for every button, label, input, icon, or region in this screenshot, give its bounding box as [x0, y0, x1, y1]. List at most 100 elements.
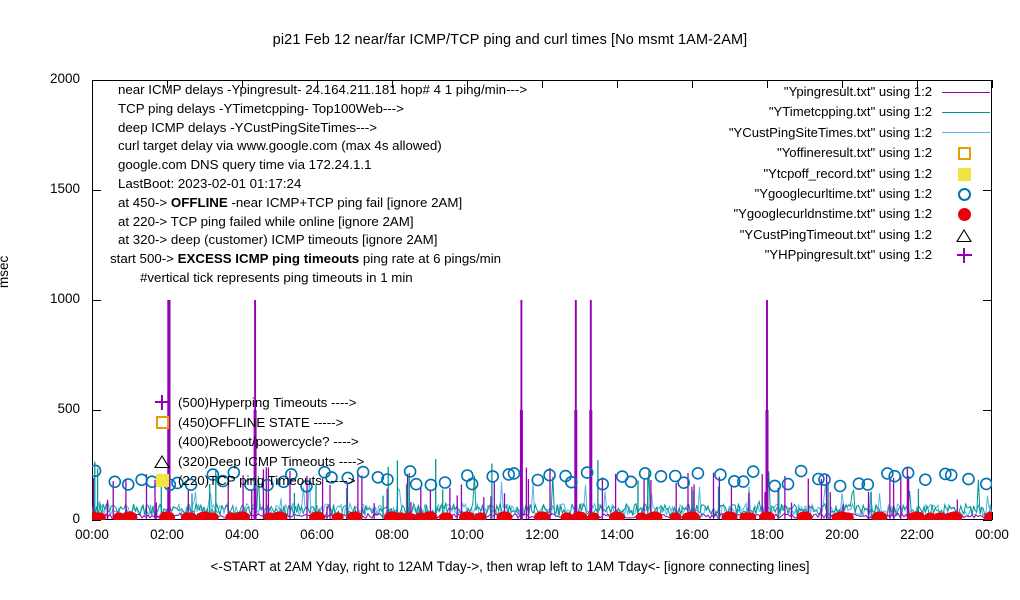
threshold-legend-item: (400)Reboot/powercycle? ---->	[152, 432, 364, 452]
y-tick	[983, 410, 992, 411]
annotation-line: #vertical tick represents ping timeouts …	[140, 269, 413, 285]
x-tick	[767, 80, 768, 88]
annotation-line: start 500-> EXCESS ICMP ping timeouts pi…	[110, 251, 502, 267]
y-tick	[983, 520, 992, 521]
threshold-legend-item: (500)Hyperping Timeouts ---->	[152, 393, 364, 413]
x-tick	[467, 80, 468, 88]
legend-label: "YCustPingTimeout.txt" using 1:2	[739, 226, 932, 242]
y-tick	[983, 300, 992, 301]
legend-label: "YCustPingSiteTimes.txt" using 1:2	[728, 124, 932, 140]
annotation-line: LastBoot: 2023-02-01 01:17:24	[118, 175, 302, 191]
x-tick	[392, 80, 393, 88]
x-tick-label: 08:00	[375, 527, 409, 542]
x-tick	[467, 512, 468, 520]
legend-item: "Ytcpoff_record.txt" using 1:2	[729, 164, 992, 184]
legend-symbol-line	[940, 82, 992, 102]
x-tick	[317, 512, 318, 520]
y-tick	[92, 80, 101, 81]
annotation-line: at 220-> TCP ping failed while online [i…	[118, 213, 414, 229]
annotation-line: TCP ping delays -YTimetcpping- Top100Web…	[118, 100, 404, 116]
threshold-legend-item: (320)Deep ICMP Timeouts ---->	[152, 452, 364, 472]
legend-label: "YTimetcpping.txt" using 1:2	[768, 104, 932, 120]
legend-symbol-open-triangle	[940, 225, 992, 245]
threshold-legend-item: (220)TCP ping Timeouts ----->	[152, 471, 364, 491]
x-tick-label: 22:00	[900, 527, 934, 542]
legend-symbol-plus	[152, 393, 178, 413]
annotation-notes: near ICMP delays -Ypingresult- 24.164.21…	[110, 81, 527, 288]
x-tick-label: 14:00	[600, 527, 634, 542]
x-tick-label: 20:00	[825, 527, 859, 542]
threshold-legend-label: (450)OFFLINE STATE ----->	[178, 414, 344, 430]
legend-label: "YHPpingresult.txt" using 1:2	[764, 247, 932, 263]
legend-symbol-open-square	[940, 143, 992, 163]
legend-symbol-plus	[940, 245, 992, 265]
threshold-legend-label: (220)TCP ping Timeouts ----->	[178, 473, 356, 489]
legend-item: "Ygooglecurldnstime.txt" using 1:2	[729, 204, 992, 224]
legend-label: "Ygooglecurldnstime.txt" using 1:2	[733, 206, 932, 222]
y-tick-label: 1000	[49, 291, 80, 306]
x-tick	[917, 80, 918, 88]
legend-label: "Ypingresult.txt" using 1:2	[783, 84, 932, 99]
y-tick	[92, 190, 101, 191]
x-tick	[167, 80, 168, 88]
legend-symbol-none	[152, 432, 178, 452]
legend-symbol-filled-square	[940, 164, 992, 184]
legend-symbol-line	[940, 102, 992, 122]
x-tick	[842, 512, 843, 520]
x-tick	[767, 512, 768, 520]
legend-item: "Ygooglecurltime.txt" using 1:2	[729, 184, 992, 204]
x-tick	[692, 512, 693, 520]
y-tick-label: 2000	[49, 71, 80, 86]
x-tick	[917, 512, 918, 520]
threshold-legend-label: (400)Reboot/powercycle? ---->	[178, 434, 359, 450]
x-tick	[542, 512, 543, 520]
legend-symbol-line	[940, 123, 992, 143]
legend-symbol-open-triangle	[152, 452, 178, 472]
legend-item: "YCustPingSiteTimes.txt" using 1:2	[729, 123, 992, 143]
y-tick-label: 500	[57, 401, 80, 416]
legend-item: "Ypingresult.txt" using 1:2	[729, 82, 992, 102]
x-tick-label: 06:00	[300, 527, 334, 542]
threshold-legend-label: (320)Deep ICMP Timeouts ---->	[178, 453, 365, 469]
x-tick-label: 04:00	[225, 527, 259, 542]
x-tick	[167, 512, 168, 520]
x-tick-label: 00:00	[975, 527, 1009, 542]
threshold-legend-label: (500)Hyperping Timeouts ---->	[178, 395, 357, 410]
legend-symbol-filled-circle	[940, 204, 992, 224]
y-tick-label: 0	[72, 511, 80, 526]
x-tick	[692, 80, 693, 88]
x-tick-label: 18:00	[750, 527, 784, 542]
x-tick-label: 10:00	[450, 527, 484, 542]
y-axis-title: msec	[0, 255, 11, 288]
legend-symbol-open-circle	[940, 184, 992, 204]
legend-label: "Ygooglecurltime.txt" using 1:2	[754, 185, 932, 201]
x-tick	[617, 80, 618, 88]
x-tick	[842, 80, 843, 88]
annotation-line: curl target delay via www.google.com (ma…	[118, 138, 442, 154]
y-tick	[92, 410, 101, 411]
annotation-line: at 320-> deep (customer) ICMP timeouts […	[118, 232, 438, 248]
y-tick-label: 1500	[49, 181, 80, 196]
legend-item: "YCustPingTimeout.txt" using 1:2	[729, 225, 992, 245]
x-tick	[242, 80, 243, 88]
annotation-line: at 450-> OFFLINE -near ICMP+TCP ping fai…	[118, 194, 463, 210]
legend-symbol-filled-square	[152, 471, 178, 491]
x-tick-label: 02:00	[150, 527, 184, 542]
legend-item: "Yoffineresult.txt" using 1:2	[729, 143, 992, 163]
legend-item: "YHPpingresult.txt" using 1:2	[729, 245, 992, 265]
x-tick	[992, 80, 993, 88]
legend-label: "Ytcpoff_record.txt" using 1:2	[763, 165, 932, 181]
legend-item: "YTimetcpping.txt" using 1:2	[729, 102, 992, 122]
chart-title: pi21 Feb 12 near/far ICMP/TCP ping and c…	[272, 32, 748, 48]
threshold-legend: (500)Hyperping Timeouts ----> (450)OFFLIN…	[152, 393, 364, 491]
y-tick	[983, 190, 992, 191]
y-tick	[983, 80, 992, 81]
annotation-line: google.com DNS query time via 172.24.1.1	[118, 157, 372, 173]
x-tick	[242, 512, 243, 520]
x-tick-label: 16:00	[675, 527, 709, 542]
legend-label: "Yoffineresult.txt" using 1:2	[777, 145, 932, 161]
x-tick	[992, 512, 993, 520]
y-tick	[92, 520, 101, 521]
threshold-legend-item: (450)OFFLINE STATE ----->	[152, 413, 364, 433]
x-tick	[92, 80, 93, 88]
